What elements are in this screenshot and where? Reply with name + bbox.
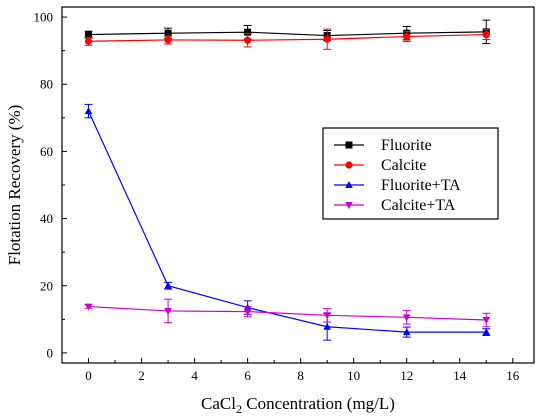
legend-items: Fluorite Calcite Fluorite+TA Calcite+TA [334,137,461,214]
y-tick-label: 0 [47,345,54,360]
data-point [243,308,252,316]
data-point [482,30,490,39]
y-axis-title: Flotation Recovery (%) [5,105,24,266]
x-tick-label: 14 [453,368,467,383]
legend-marker [345,202,353,209]
x-tick-label: 6 [244,368,251,383]
y-tick-label: 80 [40,77,53,92]
x-tick-label: 4 [191,368,198,383]
y-tick-label: 60 [40,144,53,159]
series-line [88,31,487,37]
y-tick-label: 40 [40,211,53,226]
data-point [244,28,252,36]
x-tick-label: 10 [347,368,360,383]
legend-label: Fluorite [381,137,432,154]
series-line [87,110,487,333]
data-point [403,32,411,41]
legend-label: Calcite [381,157,426,174]
legend: Fluorite Calcite Fluorite+TA Calcite+TA [322,127,499,220]
data-point [244,36,252,44]
data-point [323,35,331,43]
data-point [323,312,331,320]
series-calcite-ta [84,298,491,328]
x-axis-title: CaCl2 Concentration (mg/L) [201,394,395,416]
data-point [323,322,331,330]
x-tick-label: 0 [85,368,92,383]
series-line [88,33,487,42]
legend-marker [345,181,353,188]
x-tick-label: 8 [297,368,304,383]
series-layer [84,19,491,341]
legend-label: Fluorite+TA [381,177,461,194]
series-calcite [84,28,491,50]
data-point [164,36,172,44]
data-point [482,328,491,336]
data-point [164,29,172,37]
legend-label: Calcite+TA [381,197,456,214]
x-tick-label: 12 [400,368,413,383]
data-point [85,31,93,39]
y-tick-label: 100 [34,10,54,25]
data-point [84,303,93,311]
data-point [482,317,491,325]
data-point [84,107,93,115]
data-point [84,37,93,45]
data-point [164,281,172,289]
y-tick-label: 20 [40,278,53,293]
x-tick-label: 2 [138,368,145,383]
data-point [402,328,411,336]
x-tick-label: 16 [506,368,520,383]
data-point [402,314,411,322]
series-line [88,305,487,321]
data-point [164,307,172,315]
legend-marker [345,161,353,169]
legend-marker [345,141,353,149]
axis-ticks: 0 2 4 6 8 10 12 14 16 0 20 40 60 80 100 [34,10,520,383]
